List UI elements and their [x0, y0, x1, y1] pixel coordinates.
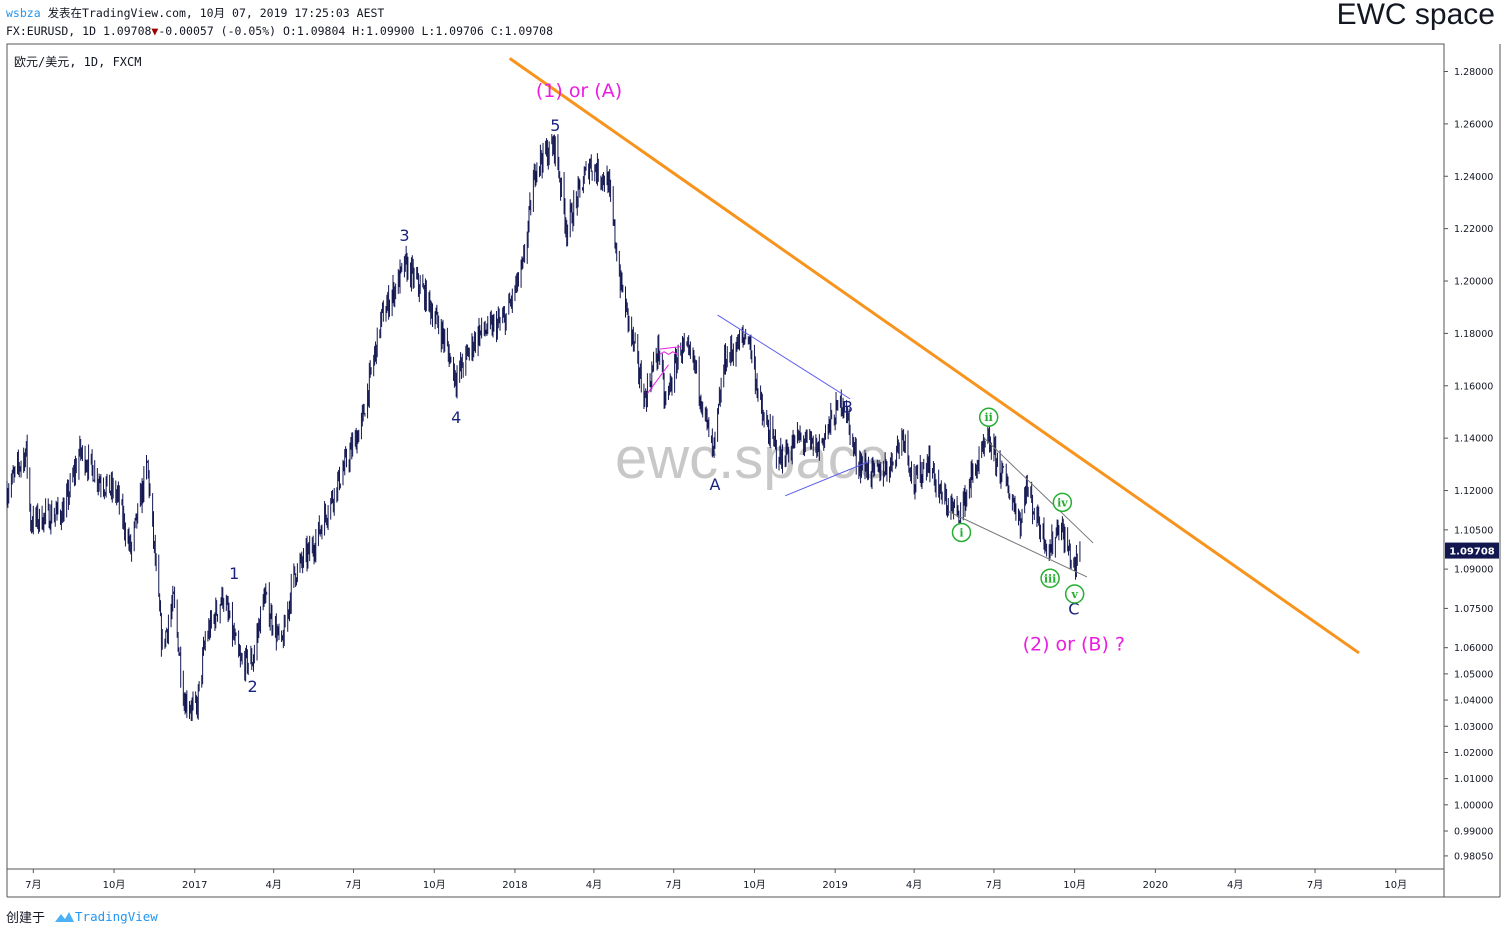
wave-label: (1) or (A): [536, 80, 622, 102]
time-tick-label: 7月: [1307, 879, 1323, 891]
wave-circle: [1040, 568, 1060, 589]
wave-label: A: [709, 475, 720, 494]
time-tick-label: 2019: [822, 880, 847, 891]
time-tick-label: 10月: [1384, 879, 1407, 891]
price-tick-label: 1.02000: [1454, 748, 1493, 759]
time-tick-label: 7月: [986, 879, 1002, 891]
time-tick-label: 7月: [25, 879, 41, 891]
price-tick-label: 1.04000: [1454, 696, 1493, 707]
wave-label: 1: [229, 564, 239, 583]
wave-label: 3: [399, 226, 409, 245]
price-axis[interactable]: 1.28000 1.26000 1.24000 1.22000 1.20000 1.180…: [1444, 67, 1493, 862]
wave-label: iv: [1057, 496, 1068, 509]
last-price: 1.09708: [102, 24, 152, 38]
wave-circle: [1052, 492, 1073, 513]
magenta-mark: [659, 351, 678, 355]
symbol-info: FX:EURUSD, 1D 1.09708▼-0.00057 (-0.05%) …: [6, 24, 553, 38]
last-price-badge: 1.09708: [1445, 542, 1499, 559]
publish-date: 发表在TradingView.com, 10月 07, 2019 17:25:0…: [47, 6, 385, 20]
wedge-line: [948, 511, 1088, 578]
wave-label: ii: [985, 411, 993, 424]
tradingview-cloud-icon: [55, 911, 75, 922]
time-tick-label: 4月: [906, 879, 922, 891]
price-tick-label: 1.09000: [1454, 565, 1493, 576]
time-axis[interactable]: 7月 10月 2017 4月 7月 10月 2018 4月 7月 10月 2019 4月 7月 10月 20…: [25, 869, 1407, 891]
time-tick-label: 4月: [266, 879, 282, 891]
wave-label: 2: [248, 677, 258, 696]
price-tick-label: 1.00000: [1454, 800, 1493, 811]
tradingview-logo[interactable]: TradingView: [53, 909, 158, 924]
wave-label: B: [842, 398, 853, 417]
price-tick-label: 1.05000: [1454, 669, 1493, 680]
wave-label: 4: [451, 408, 461, 427]
time-tick-label: 2018: [502, 880, 527, 891]
time-tick-label: 2017: [182, 880, 207, 891]
price-tick-label: 1.14000: [1454, 434, 1493, 445]
wave-label: (2) or (B) ?: [1023, 634, 1125, 656]
time-tick-label: 10月: [423, 879, 446, 891]
channel-line: [717, 314, 851, 400]
price-tick-label: 1.06000: [1454, 643, 1493, 654]
down-arrow-icon: ▼: [151, 24, 159, 38]
wave-label: C: [1068, 600, 1079, 619]
publish-info: wsbza 发表在TradingView.com, 10月 07, 2019 1…: [6, 5, 384, 21]
tradingview-text: TradingView: [75, 909, 158, 924]
symbol-name: FX:EURUSD, 1D: [6, 24, 97, 38]
time-tick-label: 4月: [1227, 879, 1243, 891]
time-tick-label: 2020: [1143, 880, 1168, 891]
wedge-line: [983, 437, 1094, 544]
wave-label: i: [959, 526, 963, 539]
price-tick-label: 1.16000: [1454, 381, 1493, 392]
plot-area: [6, 43, 1445, 870]
wave-circle: [978, 407, 999, 427]
candles: [6, 134, 1081, 721]
price-tick-label: 1.10500: [1454, 525, 1493, 536]
wave-label: iii: [1044, 572, 1057, 585]
wave-label: 5: [550, 116, 560, 135]
brand-title: EWC space: [1336, 0, 1495, 31]
price-tick-label: 1.01000: [1454, 774, 1493, 785]
time-tick-label: 10月: [103, 879, 126, 891]
price-change: -0.00057 (-0.05%): [158, 24, 277, 38]
wave-circle: [1064, 584, 1085, 604]
price-tick-label: 1.03000: [1454, 722, 1493, 733]
time-tick-label: 10月: [1063, 879, 1086, 891]
footer: 创建于 TradingView: [6, 907, 158, 926]
price-tick-label: 1.24000: [1454, 172, 1493, 183]
price-tick-label: 0.99000: [1454, 827, 1493, 838]
created-by: 创建于: [6, 911, 46, 926]
wave-label: v: [1070, 588, 1078, 601]
magenta-mark: [659, 346, 682, 350]
wave-circle: [951, 522, 972, 543]
price-tick-label: 1.07500: [1454, 604, 1493, 615]
price-tick-label: 1.20000: [1454, 277, 1493, 288]
watermark: ewc.space: [615, 426, 889, 491]
time-tick-label: 7月: [666, 879, 682, 891]
time-tick-label: 4月: [586, 879, 602, 891]
ohlc-values: O:1.09804 H:1.09900 L:1.09706 C:1.09708: [283, 24, 554, 38]
price-tick-label: 1.12000: [1454, 486, 1493, 497]
channel-line: [784, 461, 869, 497]
price-tick-label: 1.22000: [1454, 224, 1493, 235]
last-price-label: 1.09708: [1449, 547, 1495, 558]
chart-legend: 欧元/美元, 1D, FXCM: [14, 55, 141, 69]
price-tick-label: 0.98050: [1454, 851, 1493, 862]
trendline: [508, 57, 1360, 655]
price-tick-label: 1.28000: [1454, 67, 1493, 78]
last-price-box: [1445, 542, 1499, 559]
author-link[interactable]: wsbza: [6, 6, 41, 20]
price-tick-label: 1.18000: [1454, 329, 1493, 340]
drawings: [508, 57, 1360, 655]
time-tick-label: 7月: [345, 879, 361, 891]
magenta-mark: [646, 364, 669, 394]
time-tick-label: 10月: [743, 879, 766, 891]
price-tick-label: 1.26000: [1454, 119, 1493, 130]
